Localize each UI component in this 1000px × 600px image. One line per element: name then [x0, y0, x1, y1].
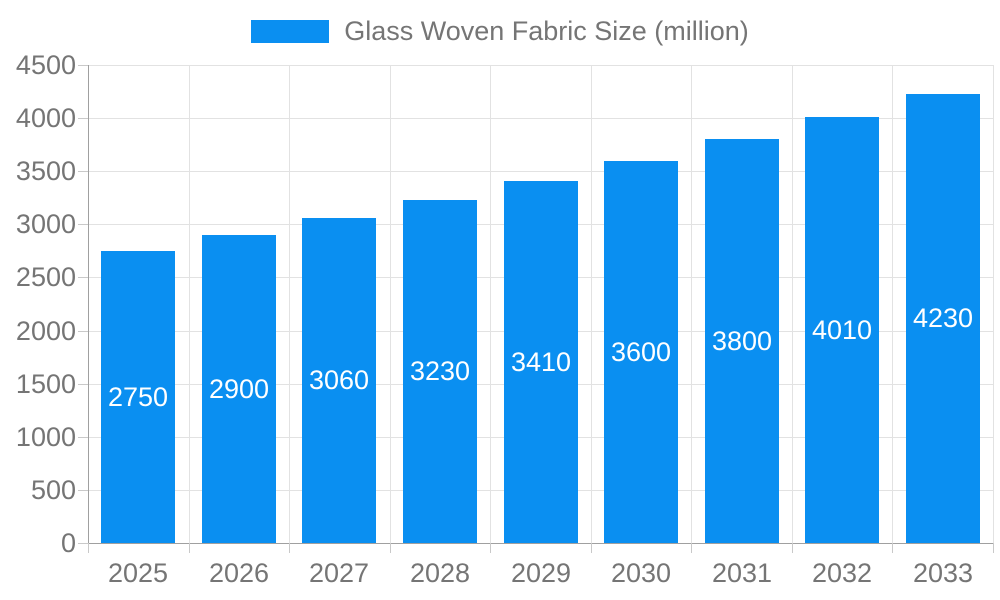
gridline-h-4000	[88, 118, 993, 119]
y-tick-2500	[78, 277, 88, 278]
y-tick-4000	[78, 118, 88, 119]
x-axis-label-2026: 2026	[208, 558, 270, 588]
bar-2031[interactable]	[705, 139, 779, 543]
gridline-v-4	[490, 65, 491, 543]
gridline-h-3500	[88, 171, 993, 172]
y-axis-label-500: 500	[30, 475, 76, 505]
bar-2030[interactable]	[604, 161, 678, 543]
bar-2028[interactable]	[403, 200, 477, 543]
x-axis-label-2033: 2033	[912, 558, 974, 588]
y-axis-label-2500: 2500	[15, 262, 76, 292]
x-axis-line	[88, 543, 993, 544]
y-tick-3500	[78, 171, 88, 172]
gridline-v-1	[189, 65, 190, 543]
legend[interactable]: Glass Woven Fabric Size (million)	[0, 16, 1000, 46]
bar-2025[interactable]	[101, 251, 175, 543]
y-axis-label-3000: 3000	[15, 209, 76, 239]
bar-2027[interactable]	[302, 218, 376, 543]
x-tick-2	[289, 543, 290, 553]
x-tick-5	[591, 543, 592, 553]
bar-2026[interactable]	[202, 235, 276, 543]
bar-2032[interactable]	[805, 117, 879, 543]
y-axis-label-4500: 4500	[15, 50, 76, 80]
bar-2033[interactable]	[906, 94, 980, 543]
gridline-v-6	[691, 65, 692, 543]
y-tick-1500	[78, 384, 88, 385]
y-axis-label-4000: 4000	[15, 103, 76, 133]
x-axis-label-2032: 2032	[811, 558, 873, 588]
gridline-v-5	[591, 65, 592, 543]
bar-2029[interactable]	[504, 181, 578, 543]
y-tick-0	[78, 543, 88, 544]
y-axis-label-2000: 2000	[15, 316, 76, 346]
x-tick-1	[189, 543, 190, 553]
gridline-v-3	[390, 65, 391, 543]
x-tick-4	[490, 543, 491, 553]
gridline-v-8	[892, 65, 893, 543]
legend-swatch	[251, 19, 330, 43]
x-axis-label-2028: 2028	[409, 558, 471, 588]
x-axis-label-2025: 2025	[107, 558, 169, 588]
gridline-h-4500	[88, 65, 993, 66]
y-tick-4500	[78, 65, 88, 66]
y-tick-3000	[78, 224, 88, 225]
legend-label: Glass Woven Fabric Size (million)	[344, 15, 749, 46]
gridline-v-9	[993, 65, 994, 543]
y-tick-500	[78, 490, 88, 491]
y-axis-label-3500: 3500	[15, 156, 76, 186]
y-axis-label-1500: 1500	[15, 369, 76, 399]
y-tick-2000	[78, 331, 88, 332]
x-axis-label-2031: 2031	[711, 558, 773, 588]
x-tick-9	[993, 543, 994, 553]
x-tick-8	[892, 543, 893, 553]
y-tick-1000	[78, 437, 88, 438]
x-tick-6	[691, 543, 692, 553]
x-tick-0	[88, 543, 89, 553]
y-axis-line	[88, 65, 89, 543]
x-tick-7	[792, 543, 793, 553]
y-axis-label-1000: 1000	[15, 422, 76, 452]
x-tick-3	[390, 543, 391, 553]
x-axis-label-2029: 2029	[510, 558, 572, 588]
gridline-v-2	[289, 65, 290, 543]
x-axis-label-2027: 2027	[308, 558, 370, 588]
gridline-v-7	[792, 65, 793, 543]
x-axis-label-2030: 2030	[610, 558, 672, 588]
y-axis-label-0: 0	[60, 528, 76, 558]
